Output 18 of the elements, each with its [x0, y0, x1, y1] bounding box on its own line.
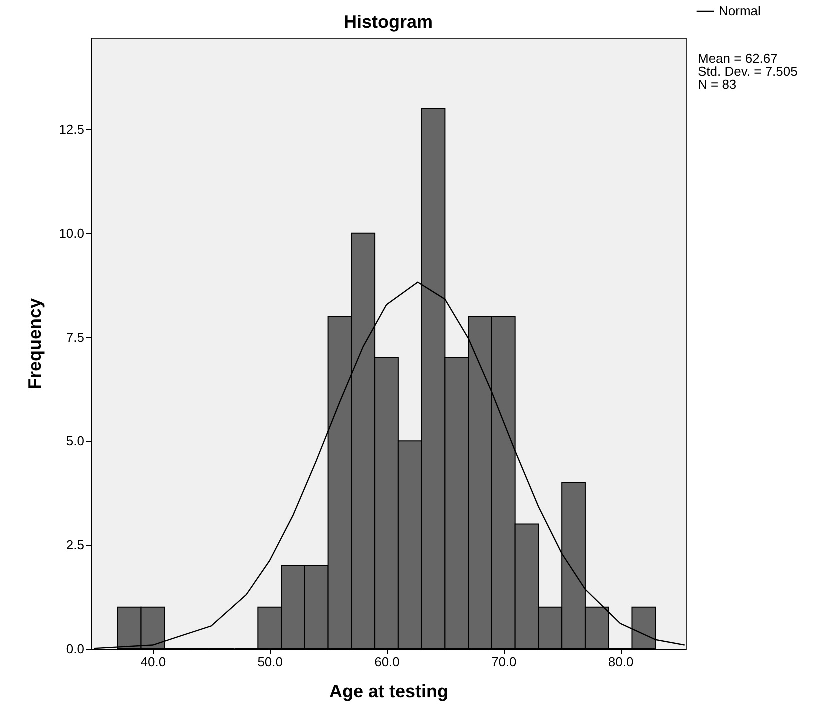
legend-label: Normal: [719, 4, 762, 18]
y-axis-title: Frequency: [25, 298, 46, 390]
y-tick-label: 10.0: [59, 226, 84, 241]
y-tick-label: 12.5: [59, 122, 84, 137]
text: Mean = 62.67: [698, 51, 778, 66]
y-tick-label: 2.5: [66, 538, 84, 553]
x-axis-title: Age at testing: [329, 682, 449, 702]
y-tick-label: 7.5: [66, 330, 84, 345]
y-tick-label: 0.0: [66, 642, 84, 656]
x-tick-label: 70.0: [491, 654, 517, 670]
text: Std. Dev. = 7.505: [698, 64, 798, 79]
y-tick-label: 5.0: [66, 434, 84, 449]
x-tick-label: 40.0: [140, 654, 166, 670]
x-tick-label: 60.0: [374, 654, 400, 670]
chart-title: Histogram: [344, 12, 434, 32]
text: N = 83: [698, 77, 737, 92]
x-tick-label: 80.0: [608, 654, 634, 670]
x-tick-label: 50.0: [258, 654, 284, 670]
